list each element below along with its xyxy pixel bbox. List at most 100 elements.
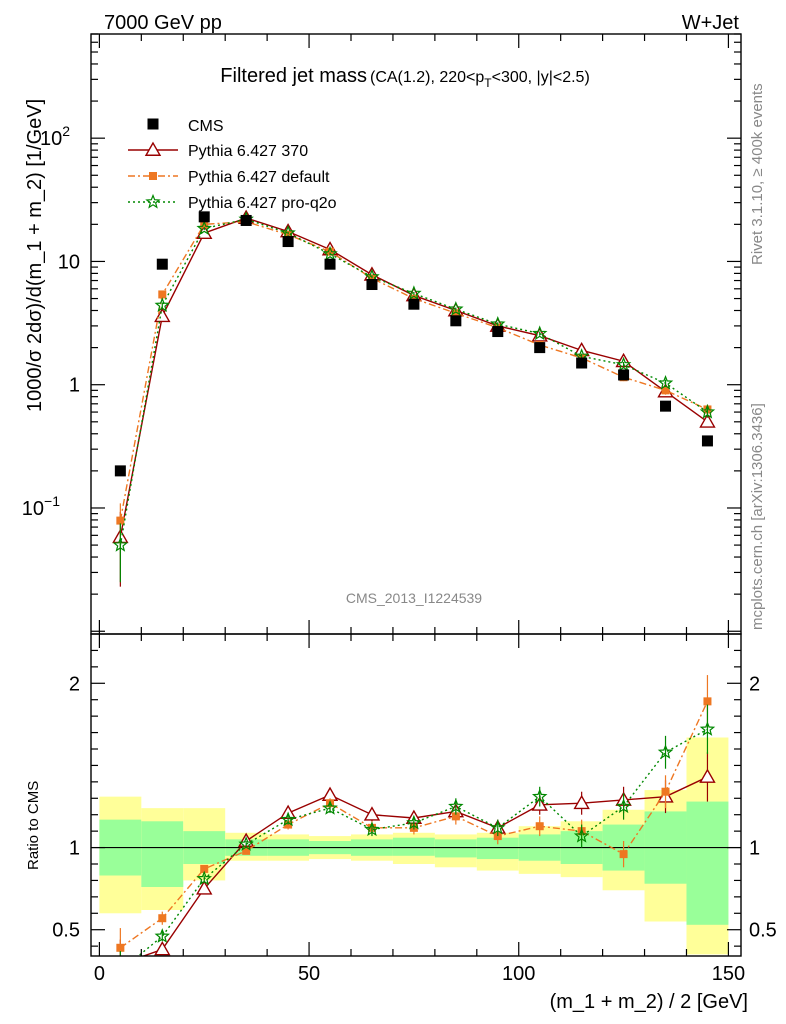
- ratio-point-1-0: [116, 943, 125, 952]
- legend-label-2: Pythia 6.427 pro-q2o: [188, 195, 337, 212]
- ratio-tick-label-left-0: 0.5: [52, 920, 80, 942]
- ratio-point-1-3: [242, 846, 251, 855]
- main-point-2-12: [615, 356, 632, 372]
- legend-label-1: Pythia 6.427 default: [188, 169, 330, 186]
- data-point-8: [450, 315, 462, 327]
- ratio-point-2-4: [280, 811, 296, 827]
- y-tick-base-2: 10: [58, 251, 80, 273]
- main-point-2-0: [112, 536, 129, 552]
- analysis-label: CMS_2013_I1224539: [346, 590, 482, 606]
- main-line-1: [119, 221, 708, 521]
- ratio-point-2-5: [322, 799, 338, 815]
- main-series: [112, 209, 716, 587]
- ratio-point-2-6: [364, 821, 380, 837]
- data-point-3: [240, 214, 252, 226]
- ratio-tick-label-left-1: 1: [69, 838, 80, 860]
- y-tick-label-3: 102: [40, 123, 70, 150]
- title-main: Filtered jet mass: [220, 65, 367, 87]
- band-inner-9: [476, 837, 519, 860]
- data-point-6: [366, 279, 378, 291]
- ratio-tick-label-right-0: 0.5: [749, 920, 777, 942]
- y-tick-base-0: 10: [22, 498, 44, 520]
- x-tick-label-0: 0: [94, 963, 105, 985]
- legend-marker-1: [149, 172, 157, 180]
- y-tick-label-1: 1: [69, 375, 80, 397]
- main-point-2-1: [154, 297, 171, 312]
- ratio-point-2-3: [238, 836, 254, 851]
- legend-cms-marker: [147, 118, 159, 130]
- ratio-point-2-9: [490, 819, 506, 835]
- main-point-1-13: [661, 386, 670, 395]
- data-point-0: [114, 465, 126, 477]
- ratio-point-1-12: [619, 850, 628, 859]
- main-point-1-7: [409, 294, 418, 303]
- data-point-7: [408, 298, 420, 310]
- main-point-2-7: [406, 285, 422, 301]
- ratio-point-1-8: [451, 812, 460, 821]
- title-sub-part2: T: [484, 76, 492, 90]
- main-point-2-14: [699, 403, 716, 419]
- plot-title: Filtered jet mass (CA(1.2), 220<pT<300, …: [220, 65, 590, 90]
- main-point-2-4: [280, 224, 296, 240]
- band-inner-14: [686, 801, 729, 925]
- data-point-9: [492, 326, 504, 338]
- ratio-point-2-7: [406, 814, 422, 830]
- data-point-12: [618, 369, 630, 381]
- main-point-0-14: [699, 413, 716, 428]
- band-inner-1: [141, 821, 184, 887]
- main-point-1-5: [326, 247, 335, 256]
- legend-label-0: Pythia 6.427 370: [188, 143, 308, 160]
- x-tick-label-150: 150: [712, 963, 745, 985]
- ratio-point-2-2: [196, 870, 212, 886]
- ratio-point-2-13: [657, 744, 674, 759]
- title-sub-part3: <300, |y|<2.5): [492, 69, 590, 86]
- ratio-point-0-2: [196, 880, 213, 895]
- ratio-point-2-10: [531, 788, 548, 804]
- title-sub: (CA(1.2), 220<pT<300, |y|<2.5): [370, 69, 590, 90]
- data-point-11: [576, 357, 588, 369]
- data-point-10: [534, 342, 546, 354]
- ratio-tick-label-right-1: 1: [749, 838, 760, 860]
- legend-cms-label: CMS: [188, 118, 224, 135]
- ratio-point-2-14: [699, 721, 716, 736]
- ratio-point-1-10: [535, 822, 544, 831]
- ratio-point-1-2: [200, 864, 209, 873]
- ratio-point-2-12: [615, 798, 632, 814]
- ratio-tick-label-right-2: 2: [749, 673, 760, 695]
- ratio-point-0-1: [154, 941, 171, 956]
- main-data: [114, 211, 713, 477]
- ratio-point-0-14: [699, 768, 716, 783]
- ratio-point-0-6: [363, 806, 381, 821]
- data-point-14: [701, 435, 713, 447]
- legend-marker-0: [144, 141, 162, 156]
- y-tick-base-3: 10: [40, 128, 62, 150]
- title-sub-part1: (CA(1.2), 220<p: [370, 69, 484, 86]
- y-tick-base-1: 1: [69, 375, 80, 397]
- main-series-1: [116, 217, 712, 547]
- ratio-point-2-8: [448, 798, 464, 814]
- main-point-1-8: [451, 309, 460, 318]
- main-point-2-13: [657, 374, 674, 390]
- y-tick-label-0: 10−1: [22, 493, 60, 520]
- ratio-point-2-1: [154, 928, 171, 943]
- main-line-2: [119, 218, 708, 546]
- x-tick-label-50: 50: [298, 963, 320, 985]
- data-point-4: [282, 236, 294, 248]
- main-point-1-2: [200, 220, 209, 229]
- ratio-point-1-13: [661, 787, 670, 796]
- y-tick-exp-3: 2: [62, 123, 70, 139]
- main-point-1-4: [284, 230, 293, 239]
- y-axis-label: 1000/σ 2dσ)/d(m_1 + m_2) [1/GeV]: [24, 99, 46, 412]
- ratio-series: [116, 675, 716, 956]
- legend-marker-2: [145, 193, 161, 209]
- y-tick-exp-0: −1: [44, 493, 60, 509]
- mcplots-label: mcplots.cern.ch [arXiv:1306.3436]: [749, 403, 766, 630]
- main-point-2-8: [448, 301, 464, 316]
- main-point-2-2: [196, 220, 212, 236]
- x-axis-label: (m_1 + m_2) / 2 [GeV]: [550, 991, 748, 1013]
- legend: CMS Pythia 6.427 370 Pythia 6.427 default P…: [128, 118, 337, 212]
- band-inner-7: [392, 837, 435, 856]
- ratio-bands: [91, 737, 741, 955]
